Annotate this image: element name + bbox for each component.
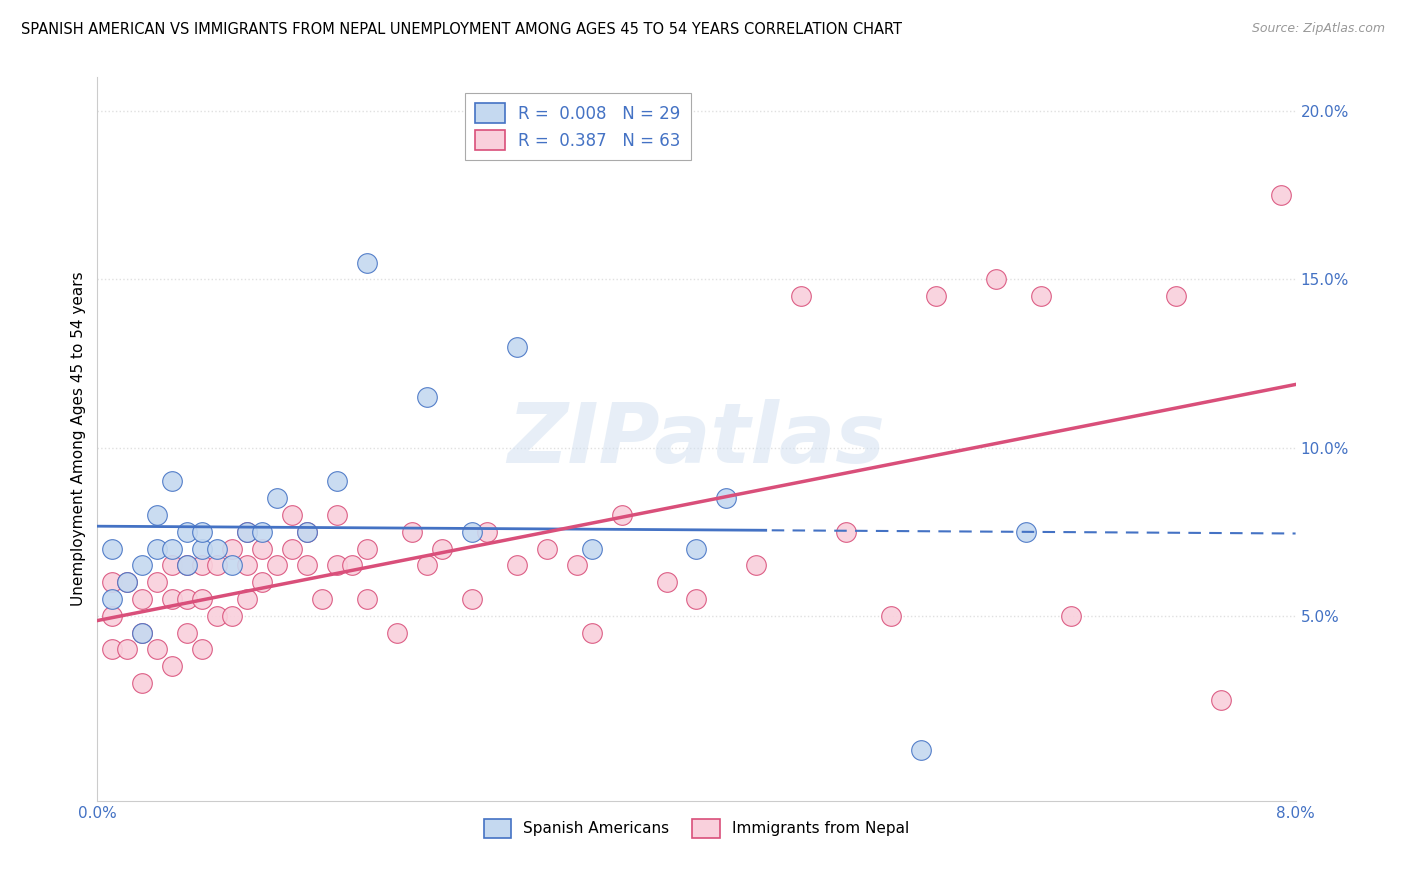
Point: [131, 592, 153, 607]
Legend: Spanish Americans, Immigrants from Nepal: Spanish Americans, Immigrants from Nepal: [478, 813, 915, 844]
Point: [745, 558, 768, 573]
Point: [461, 592, 484, 607]
Point: [117, 575, 139, 590]
Point: [221, 558, 243, 573]
Point: [205, 608, 228, 623]
Point: [565, 558, 588, 573]
Point: [340, 558, 363, 573]
Point: [205, 541, 228, 556]
Point: [176, 558, 198, 573]
Point: [910, 743, 932, 757]
Point: [281, 508, 304, 522]
Point: [401, 524, 423, 539]
Point: [984, 272, 1007, 286]
Y-axis label: Unemployment Among Ages 45 to 54 years: Unemployment Among Ages 45 to 54 years: [72, 272, 86, 607]
Point: [101, 592, 124, 607]
Point: [416, 390, 439, 404]
Point: [191, 541, 214, 556]
Point: [1209, 693, 1232, 707]
Point: [205, 558, 228, 573]
Point: [101, 541, 124, 556]
Point: [356, 255, 378, 269]
Point: [716, 491, 738, 505]
Point: [506, 558, 529, 573]
Point: [191, 642, 214, 657]
Point: [295, 558, 318, 573]
Point: [162, 659, 184, 673]
Point: [835, 524, 858, 539]
Point: [311, 592, 333, 607]
Point: [295, 524, 318, 539]
Point: [326, 558, 349, 573]
Point: [146, 541, 169, 556]
Point: [221, 541, 243, 556]
Point: [281, 541, 304, 556]
Point: [146, 508, 169, 522]
Point: [685, 541, 707, 556]
Point: [162, 541, 184, 556]
Point: [536, 541, 558, 556]
Point: [581, 625, 603, 640]
Point: [176, 524, 198, 539]
Point: [266, 491, 288, 505]
Point: [685, 592, 707, 607]
Point: [266, 558, 288, 573]
Point: [295, 524, 318, 539]
Point: [117, 642, 139, 657]
Text: Source: ZipAtlas.com: Source: ZipAtlas.com: [1251, 22, 1385, 36]
Point: [610, 508, 633, 522]
Point: [430, 541, 453, 556]
Point: [176, 592, 198, 607]
Point: [131, 625, 153, 640]
Point: [236, 558, 259, 573]
Point: [176, 558, 198, 573]
Point: [101, 608, 124, 623]
Point: [506, 340, 529, 354]
Point: [191, 524, 214, 539]
Point: [1015, 524, 1038, 539]
Point: [191, 592, 214, 607]
Point: [356, 592, 378, 607]
Point: [1060, 608, 1083, 623]
Point: [385, 625, 408, 640]
Point: [925, 289, 948, 303]
Point: [117, 575, 139, 590]
Point: [236, 524, 259, 539]
Point: [475, 524, 498, 539]
Point: [146, 642, 169, 657]
Point: [880, 608, 903, 623]
Point: [131, 676, 153, 690]
Point: [416, 558, 439, 573]
Point: [655, 575, 678, 590]
Point: [1270, 188, 1292, 202]
Point: [356, 541, 378, 556]
Point: [131, 625, 153, 640]
Point: [101, 575, 124, 590]
Point: [250, 541, 273, 556]
Text: ZIPatlas: ZIPatlas: [508, 399, 886, 480]
Point: [461, 524, 484, 539]
Point: [1164, 289, 1187, 303]
Point: [250, 524, 273, 539]
Point: [1029, 289, 1052, 303]
Point: [162, 558, 184, 573]
Point: [236, 524, 259, 539]
Point: [250, 575, 273, 590]
Point: [326, 508, 349, 522]
Point: [162, 592, 184, 607]
Point: [146, 575, 169, 590]
Point: [131, 558, 153, 573]
Point: [581, 541, 603, 556]
Point: [236, 592, 259, 607]
Point: [221, 608, 243, 623]
Text: SPANISH AMERICAN VS IMMIGRANTS FROM NEPAL UNEMPLOYMENT AMONG AGES 45 TO 54 YEARS: SPANISH AMERICAN VS IMMIGRANTS FROM NEPA…: [21, 22, 903, 37]
Point: [101, 642, 124, 657]
Point: [326, 474, 349, 488]
Point: [790, 289, 813, 303]
Point: [176, 625, 198, 640]
Point: [162, 474, 184, 488]
Point: [191, 558, 214, 573]
